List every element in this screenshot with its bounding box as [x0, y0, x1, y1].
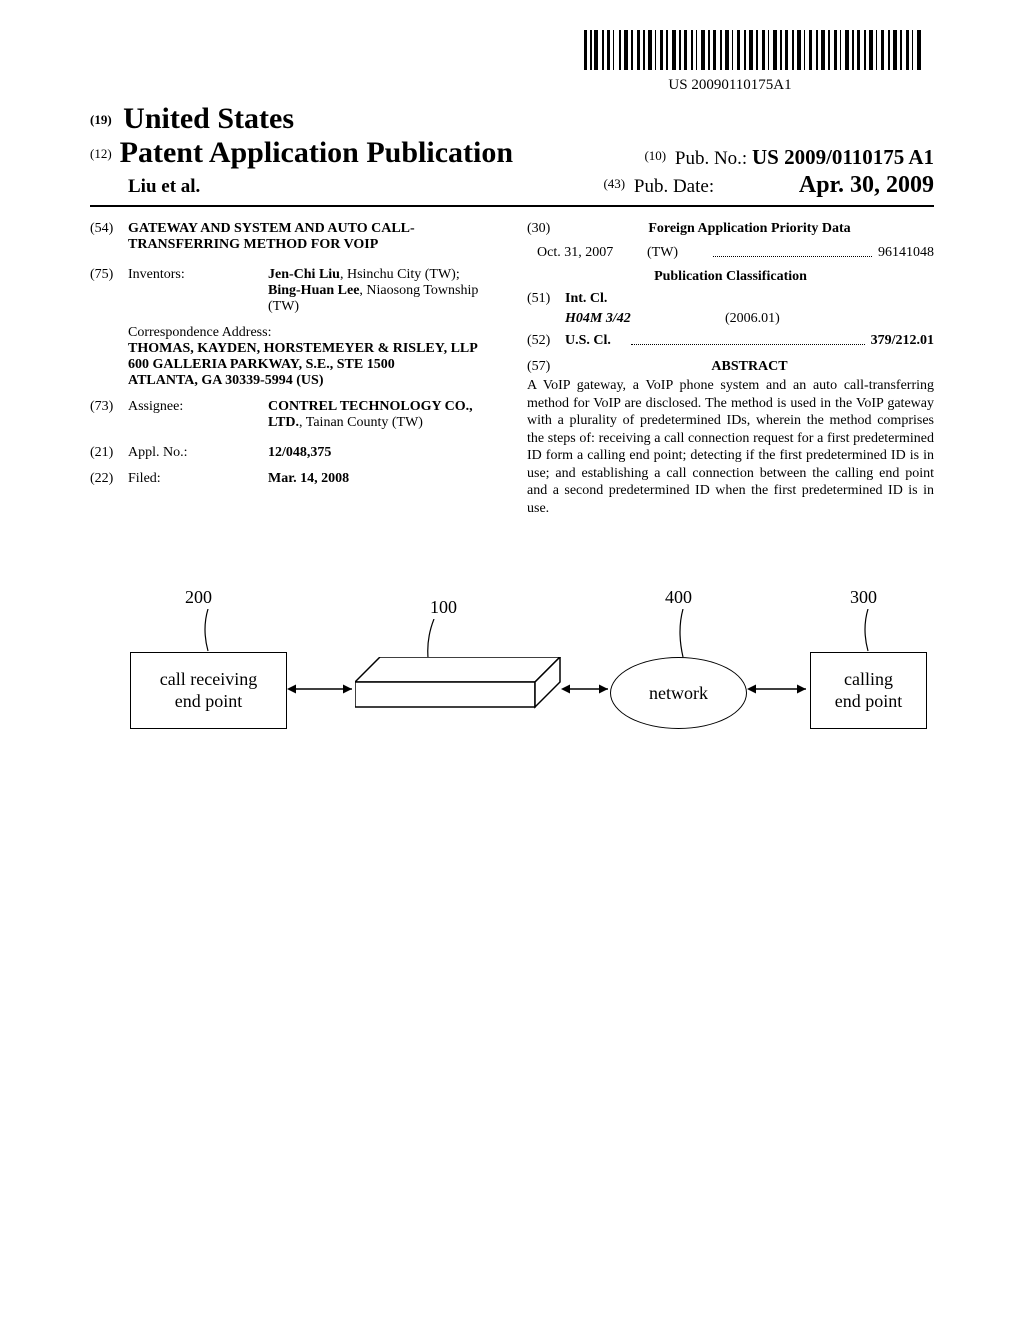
- applno-label: Appl. No.:: [128, 445, 268, 461]
- applno-value: 12/048,375: [268, 445, 497, 461]
- country-name: United States: [123, 102, 294, 135]
- intcl-code: (51): [527, 291, 565, 307]
- node-label-100: 100: [430, 597, 457, 618]
- dots-leader: [713, 245, 872, 257]
- foreign-code: (30): [527, 221, 565, 237]
- foreign-date: Oct. 31, 2007: [537, 245, 647, 261]
- node-label-300: 300: [850, 587, 877, 608]
- barcode-icon: [584, 30, 924, 70]
- correspondence-line2: 600 GALLERIA PARKWAY, S.E., STE 1500: [128, 357, 497, 373]
- node-300-text-l2: end point: [835, 691, 903, 711]
- barcode-reference: US 20090110175A1: [570, 77, 890, 94]
- inventor2-name: Bing-Huan Lee: [268, 283, 359, 298]
- correspondence-label: Correspondence Address:: [128, 325, 497, 341]
- right-column: (30) Foreign Application Priority Data O…: [527, 221, 934, 517]
- edge-400-300: [746, 679, 810, 699]
- node-200-text-l2: end point: [175, 691, 243, 711]
- assignee-label: Assignee:: [128, 399, 268, 431]
- correspondence-block: Correspondence Address: THOMAS, KAYDEN, …: [128, 325, 497, 389]
- node-100-cuboid: [355, 657, 565, 727]
- intcl-year: (2006.01): [725, 311, 780, 327]
- node-label-400: 400: [665, 587, 692, 608]
- assignee-value: CONTREL TECHNOLOGY CO., LTD., Tainan Cou…: [268, 399, 497, 431]
- edge-100-400: [560, 679, 612, 699]
- node-300-text-l1: calling: [844, 669, 893, 689]
- dots-leader-2: [631, 333, 865, 345]
- uscl-code: (52): [527, 333, 565, 349]
- uscl-value: 379/212.01: [871, 333, 934, 349]
- correspondence-line3: ATLANTA, GA 30339-5994 (US): [128, 373, 497, 389]
- inventor1-name: Jen-Chi Liu: [268, 267, 340, 282]
- pubclass-title: Publication Classification: [527, 269, 934, 285]
- inventors-value: Jen-Chi Liu, Hsinchu City (TW); Bing-Hua…: [268, 267, 497, 315]
- node-400-text: network: [649, 683, 708, 704]
- intcl-label: Int. Cl.: [565, 291, 607, 307]
- intcl-class: H04M 3/42: [565, 311, 665, 327]
- header-block: (19) United States (12) Patent Applicati…: [90, 102, 934, 199]
- filed-value: Mar. 14, 2008: [268, 471, 497, 487]
- node-300-box: calling end point: [810, 652, 927, 729]
- barcode-block: US 20090110175A1: [90, 30, 924, 94]
- pub-no: US 2009/0110175 A1: [752, 145, 934, 169]
- header-rule: [90, 205, 934, 207]
- figure-diagram: 200 100 400 300 call receiving end point…: [90, 567, 934, 787]
- inventors-label: Inventors:: [128, 267, 268, 315]
- doc-type-code: (12): [90, 146, 112, 161]
- correspondence-line1: THOMAS, KAYDEN, HORSTEMEYER & RISLEY, LL…: [128, 341, 497, 357]
- pubno-code: (10): [644, 148, 666, 163]
- country-code: (19): [90, 112, 112, 127]
- applno-code: (21): [90, 445, 128, 461]
- abstract-title: ABSTRACT: [565, 359, 934, 375]
- pubdate-label: Pub. Date:: [634, 176, 714, 197]
- filed-code: (22): [90, 471, 128, 487]
- edge-200-100: [286, 679, 356, 699]
- title-code: (54): [90, 221, 128, 253]
- foreign-number: 96141048: [878, 245, 934, 261]
- leader-200: [200, 609, 220, 654]
- abstract-code: (57): [527, 359, 565, 375]
- pubdate-code: (43): [603, 176, 625, 191]
- leader-400: [675, 609, 695, 659]
- inventor1-rest: , Hsinchu City (TW);: [340, 267, 460, 282]
- abstract-text: A VoIP gateway, a VoIP phone system and …: [527, 377, 934, 517]
- left-column: (54) GATEWAY AND SYSTEM AND AUTO CALL-TR…: [90, 221, 497, 517]
- pubno-label: Pub. No.:: [675, 148, 747, 169]
- inventors-code: (75): [90, 267, 128, 315]
- node-label-200: 200: [185, 587, 212, 608]
- biblio-columns: (54) GATEWAY AND SYSTEM AND AUTO CALL-TR…: [90, 221, 934, 517]
- assignee-code: (73): [90, 399, 128, 431]
- uscl-label: U.S. Cl.: [565, 333, 625, 349]
- authors: Liu et al.: [90, 176, 200, 198]
- patent-page: US 20090110175A1 (19) United States (12)…: [0, 0, 1024, 837]
- invention-title: GATEWAY AND SYSTEM AND AUTO CALL-TRANSFE…: [128, 221, 497, 253]
- doc-type: Patent Application Publication: [120, 136, 513, 169]
- node-200-box: call receiving end point: [130, 652, 287, 729]
- node-400-oval: network: [610, 657, 747, 729]
- leader-300: [860, 609, 880, 654]
- filed-label: Filed:: [128, 471, 268, 487]
- foreign-country: (TW): [647, 245, 707, 261]
- node-200-text-l1: call receiving: [160, 669, 257, 689]
- pub-date: Apr. 30, 2009: [799, 172, 934, 198]
- foreign-title: Foreign Application Priority Data: [565, 221, 934, 237]
- assignee-rest: , Tainan County (TW): [299, 415, 423, 430]
